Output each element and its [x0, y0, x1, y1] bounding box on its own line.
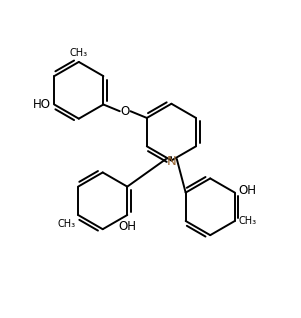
Text: N: N — [166, 156, 176, 169]
Text: HO: HO — [33, 98, 51, 111]
Text: OH: OH — [238, 184, 256, 197]
Text: CH₃: CH₃ — [238, 216, 256, 226]
Text: CH₃: CH₃ — [57, 218, 76, 229]
Text: CH₃: CH₃ — [70, 48, 88, 58]
Text: OH: OH — [118, 220, 136, 233]
Text: O: O — [120, 105, 130, 118]
